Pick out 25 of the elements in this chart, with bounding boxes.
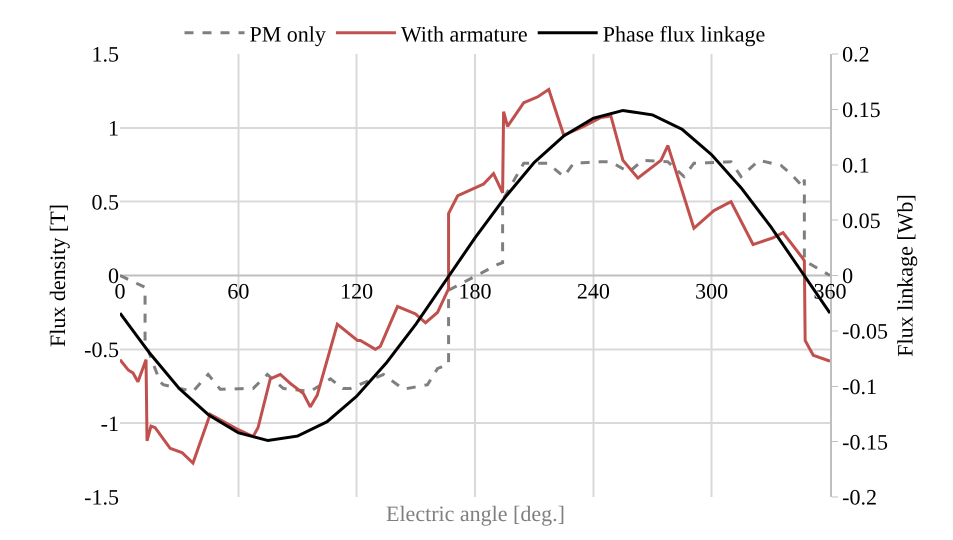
y2-axis-title: Flux linkage [Wb] bbox=[892, 194, 918, 357]
y2-tick-label: 0.15 bbox=[842, 97, 881, 122]
y2-tick-label: -0.2 bbox=[842, 484, 877, 510]
y2-tick-label: -0.05 bbox=[842, 318, 888, 344]
x-tick-label: 240 bbox=[576, 278, 610, 304]
x-tick-label: 60 bbox=[227, 278, 250, 304]
y-tick-label: -1.5 bbox=[84, 484, 119, 510]
x-tick-label: 300 bbox=[695, 278, 728, 304]
y-tick-label: 0.5 bbox=[92, 189, 119, 214]
y2-tick-label: -0.1 bbox=[842, 374, 877, 399]
legend-label: PM only bbox=[250, 21, 326, 46]
legend-label: Phase flux linkage bbox=[602, 21, 766, 46]
y-axis-title: Flux density [T] bbox=[44, 204, 70, 347]
x-tick-label: 120 bbox=[340, 278, 374, 304]
y-tick-label: -0.5 bbox=[84, 337, 119, 362]
x-tick-label: 180 bbox=[458, 278, 492, 304]
y2-tick-label: 0.2 bbox=[842, 42, 870, 67]
x-axis-title: Electric angle [deg.] bbox=[386, 501, 565, 526]
y-tick-label: 1.5 bbox=[92, 42, 119, 67]
y2-tick-label: 0.05 bbox=[842, 208, 881, 233]
legend-label: With armature bbox=[400, 21, 528, 46]
y-tick-label: -1 bbox=[100, 410, 119, 436]
y-tick-label: 1 bbox=[108, 116, 119, 141]
y2-tick-label: -0.15 bbox=[842, 429, 888, 454]
y2-tick-label: 0.1 bbox=[842, 152, 870, 178]
